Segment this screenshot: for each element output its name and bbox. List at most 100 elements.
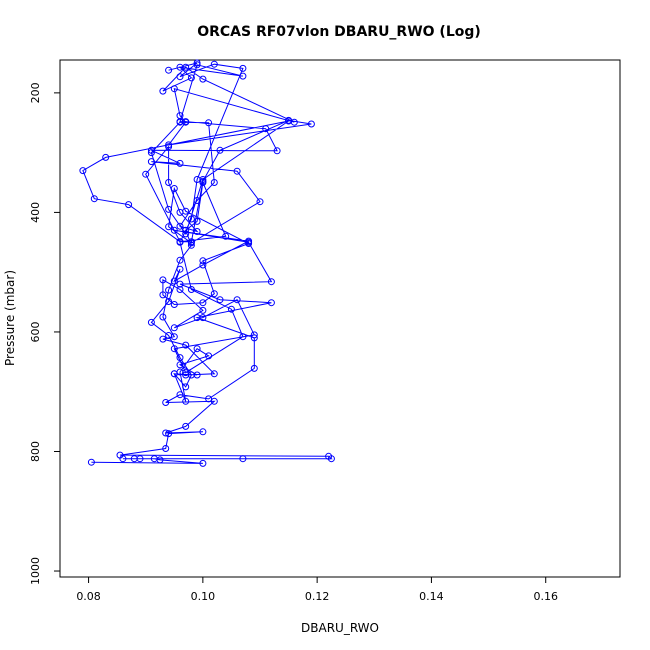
data-point [176,222,184,230]
data-point [262,125,270,133]
data-point [193,176,201,183]
data-point [199,299,207,307]
data-point [182,226,190,234]
data-point [170,333,178,341]
data-point [325,452,333,460]
data-point [176,63,184,71]
data-point [90,195,98,203]
data-point [182,383,190,391]
data-point [210,290,218,298]
data-point [170,324,178,332]
data-point [250,364,258,372]
x-tick-label: 0.08 [76,590,101,603]
plot-frame [59,59,621,578]
data-point [239,72,247,80]
data-point [150,455,158,463]
data-point [199,428,207,436]
data-point [170,301,178,308]
data-point [216,296,224,304]
data-point [182,371,190,379]
data-point [210,60,218,68]
data-point [79,167,87,175]
y-axis-label: Pressure (mbar) [3,270,17,366]
data-point [159,313,167,321]
data-point [147,158,155,166]
data-point [170,277,178,285]
data-point [170,226,178,234]
data-point [125,201,133,209]
data-point [199,75,207,83]
data-point [116,451,124,459]
data-point [245,237,253,245]
data-point [187,215,195,223]
y-tick-label: 400 [29,202,42,223]
data-point [176,238,184,246]
data-point [182,369,190,377]
data-point [250,334,258,342]
y-tick-label: 200 [29,82,42,103]
data-point [193,228,201,235]
data-point [245,240,253,247]
data-point [267,299,275,307]
data-point [87,458,95,466]
data-point [165,179,173,186]
data-point [205,119,213,127]
data-point [147,146,155,154]
data-point [176,256,184,264]
data-point [193,345,201,353]
data-point [199,306,207,314]
data-point [159,276,167,284]
data-point [250,331,258,339]
data-point [147,149,155,157]
data-point [147,318,155,326]
data-point [162,445,170,452]
data-point [170,85,178,93]
data-point [210,397,218,405]
data-point [165,205,173,213]
x-tick-label: 0.14 [419,590,444,603]
data-point [290,118,298,126]
data-point [239,455,247,463]
data-point [205,352,213,360]
data-point [187,74,195,82]
x-tick-label: 0.12 [305,590,330,603]
data-point [165,66,173,74]
data-point [199,459,207,467]
y-tick-label: 600 [29,321,42,342]
data-point [199,314,207,322]
data-point [182,230,190,238]
data-point [102,153,110,161]
x-axis: 0.08 0.10 0.12 0.14 0.16 [76,577,558,603]
data-point [239,333,247,341]
data-point [182,341,190,349]
data-point [193,371,201,379]
data-point [193,197,201,204]
chart-title: ORCAS RF07vlon DBARU_RWO (Log) [197,24,481,40]
data-point [165,223,173,231]
y-axis: 200 400 600 800 1000 [29,82,60,585]
data-point [233,167,241,175]
plot-area [79,59,335,467]
data-point [162,429,170,437]
y-tick-label: 800 [29,441,42,462]
x-axis-label: DBARU_RWO [301,621,379,635]
data-point [187,239,195,247]
data-point [176,286,184,293]
x-tick-label: 0.10 [191,590,216,603]
series-line [82,62,333,464]
data-point [182,422,190,430]
data-point [170,185,178,192]
data-point [182,207,190,215]
data-point [176,159,184,167]
data-point [182,397,190,405]
data-point [239,64,247,72]
data-point [193,217,201,225]
data-point [159,87,167,95]
data-point [182,118,190,126]
data-point [162,399,170,406]
data-point [187,286,195,293]
data-point [273,147,281,155]
data-point [176,280,184,288]
data-point [130,455,138,463]
